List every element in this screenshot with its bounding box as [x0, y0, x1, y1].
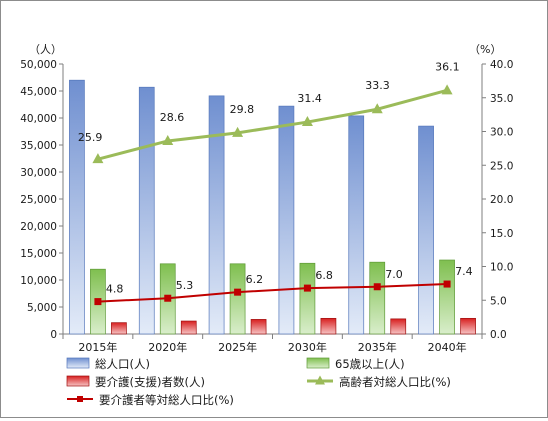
data-label-aging-ratio: 33.3	[365, 79, 390, 92]
right-axis-tick-label: 0.0	[490, 329, 507, 341]
x-axis-tick-label: 2040年	[428, 340, 467, 354]
bar-1-5	[439, 259, 455, 335]
bar-0-5	[418, 125, 434, 335]
data-label-care-ratio: 7.4	[455, 265, 473, 278]
right-axis-tick-label: 30.0	[490, 127, 513, 139]
data-label-care-ratio: 6.2	[246, 273, 263, 286]
data-label-care-ratio: 7.0	[385, 268, 403, 281]
right-axis-tick-label: 25.0	[490, 160, 513, 172]
left-axis-tick-label: 10,000	[20, 275, 57, 287]
legend-label-4: 要介護者等対総人口比(%)	[99, 393, 234, 407]
data-label-care-ratio: 5.3	[176, 279, 194, 292]
x-axis-tick-label: 2015年	[78, 340, 117, 354]
right-axis-unit-label: （%）	[469, 43, 501, 56]
legend-label-2: 要介護(支援)者数(人)	[95, 375, 205, 389]
line-marker-1-3	[303, 284, 311, 292]
bar-0-1	[138, 86, 155, 335]
left-axis-unit-label: （人）	[29, 43, 62, 56]
left-axis-tick-label: 25,000	[20, 194, 57, 206]
bars-group	[69, 79, 476, 335]
x-axis-tick-label: 2020年	[148, 340, 187, 354]
legend-label-1: 65歳以上(人)	[335, 357, 405, 371]
bar-0-4	[348, 115, 365, 335]
legend-marker-4	[77, 396, 83, 402]
axes-group: （人） （%） 0 5,000 10,000 15,000 20,000 25,000 30,0…	[20, 43, 513, 354]
bar-1-3	[299, 262, 316, 335]
line-marker-0-4	[371, 103, 383, 114]
left-axis-tick-label: 20,000	[20, 221, 57, 233]
line-marker-1-1	[164, 294, 172, 302]
right-axis-tick-label: 35.0	[490, 93, 513, 105]
bar-0-0	[69, 79, 85, 335]
bar-2-0	[111, 322, 127, 335]
data-label-aging-ratio: 28.6	[160, 111, 185, 124]
legend-swatch-0	[66, 357, 90, 369]
left-axis-tick-label: 30,000	[20, 167, 57, 179]
bar-0-3	[278, 105, 295, 335]
data-label-aging-ratio: 29.8	[230, 103, 255, 116]
bar-0-2	[208, 95, 225, 335]
data-label-care-ratio: 6.8	[315, 269, 333, 282]
line-marker-1-0	[94, 298, 102, 306]
data-label-care-ratio: 4.8	[106, 283, 124, 296]
line-marker-1-2	[234, 288, 242, 296]
x-axis-tick-label: 2030年	[288, 340, 327, 354]
data-label-aging-ratio: 36.1	[435, 60, 460, 73]
line-marker-0-5	[441, 84, 453, 95]
x-axis-tick-label: 2025年	[218, 340, 257, 354]
line-series-1	[97, 283, 448, 303]
bar-2-3	[320, 317, 337, 335]
line-marker-1-4	[373, 283, 381, 291]
line-series-0	[97, 88, 448, 161]
legend-swatch-1	[306, 357, 330, 369]
bar-1-2	[229, 263, 246, 335]
data-label-aging-ratio: 25.9	[78, 131, 103, 144]
right-axis-tick-label: 10.0	[490, 262, 513, 274]
bar-2-2	[250, 319, 267, 335]
legend-label-0: 総人口(人)	[95, 357, 150, 371]
bar-2-5	[460, 317, 476, 335]
left-axis-tick-label: 50,000	[20, 59, 57, 71]
x-axis-tick-label: 2035年	[358, 340, 397, 354]
left-axis-tick-label: 0	[50, 329, 57, 341]
line-marker-0-3	[301, 116, 313, 127]
right-axis-tick-label: 5.0	[490, 295, 507, 307]
legend-swatch-2	[66, 375, 90, 387]
left-axis-tick-label: 35,000	[20, 140, 57, 152]
right-axis-tick-label: 15.0	[490, 228, 513, 240]
legend-marker-3	[315, 375, 325, 385]
legend-label-3: 高齢者対総人口比(%)	[339, 375, 451, 389]
right-axis-tick-label: 20.0	[490, 194, 513, 206]
bar-2-4	[390, 318, 407, 335]
lines-group	[92, 84, 453, 306]
left-axis-tick-label: 40,000	[20, 113, 57, 125]
legend: 総人口(人) 65歳以上(人) 要介護(支援)者数(人) 高齢者対総人口比(%) 要介護…	[66, 357, 451, 407]
line-marker-0-2	[232, 126, 244, 137]
left-axis-tick-label: 45,000	[20, 86, 57, 98]
data-label-aging-ratio: 31.4	[297, 92, 322, 105]
line-marker-1-5	[443, 280, 451, 288]
left-axis-tick-label: 15,000	[20, 248, 57, 260]
right-axis-tick-label: 40.0	[490, 59, 513, 71]
left-axis-tick-label: 5,000	[27, 302, 57, 314]
line-marker-0-1	[162, 134, 174, 145]
bar-2-1	[180, 320, 197, 335]
data-labels-group: 25.9 28.6 29.8 31.4 33.3 36.1 4.8 5.3 6.2 6.8 7.0 7…	[78, 60, 473, 295]
bar-1-4	[369, 261, 386, 335]
line-marker-0-0	[92, 153, 104, 164]
